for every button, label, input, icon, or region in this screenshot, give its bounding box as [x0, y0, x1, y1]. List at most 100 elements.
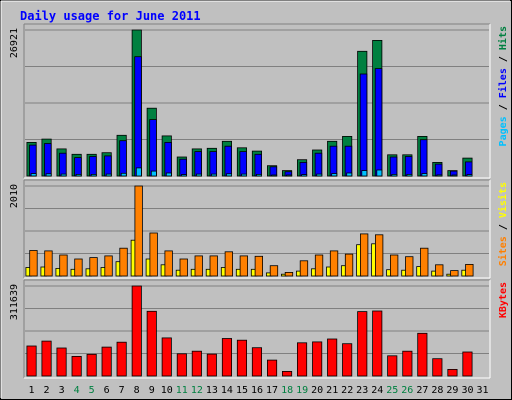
bar-kbytes-day-17: [266, 359, 278, 377]
bar-sites-day-9: [149, 232, 158, 277]
bar-pages-day-15: [241, 173, 247, 177]
x-tick-label-day-16: 16: [251, 385, 263, 396]
bar-sites-day-1: [29, 250, 38, 277]
bar-sites-day-2: [44, 250, 53, 277]
legend-entry: /: [498, 218, 509, 236]
bar-files-day-22: [344, 145, 353, 177]
legend-entry: /: [498, 50, 509, 68]
bar-files-day-8: [134, 56, 142, 177]
legend-kbytes: KBytes: [498, 282, 509, 318]
bar-files-day-21: [329, 145, 338, 177]
x-tick-label-day-22: 22: [341, 385, 353, 396]
x-tick-label-day-28: 28: [431, 385, 443, 396]
bar-pages-day-30: [466, 174, 473, 177]
bar-kbytes-day-26: [402, 350, 413, 377]
bar-pages-day-1: [30, 173, 37, 177]
x-tick-label-day-7: 7: [119, 385, 125, 396]
bar-sites-day-12: [194, 255, 203, 277]
bar-pages-day-3: [60, 173, 67, 177]
bar-sites-day-14: [224, 251, 234, 277]
bar-kbytes-day-21: [327, 338, 338, 377]
bar-sites-day-4: [74, 258, 83, 277]
bar-sites-day-11: [179, 258, 188, 277]
bar-files-day-1: [29, 144, 37, 177]
x-tick-label-day-10: 10: [161, 385, 173, 396]
bar-sites-day-16: [254, 255, 264, 277]
bar-files-day-12: [194, 151, 202, 177]
bar-pages-day-23: [361, 170, 368, 177]
bar-pages-day-18: [286, 174, 293, 177]
bar-kbytes-day-20: [312, 341, 323, 377]
bar-kbytes-day-10: [161, 337, 172, 377]
x-tick-label-day-31: 31: [476, 385, 488, 396]
x-tick-label-day-3: 3: [59, 385, 65, 396]
legend-entry: Visits: [497, 182, 509, 218]
bar-files-day-26: [404, 156, 413, 177]
x-tick-label-day-14: 14: [221, 385, 233, 396]
x-tick-label-day-11: 11: [176, 385, 188, 396]
bar-kbytes-day-7: [116, 341, 127, 377]
chart-title: Daily usage for June 2011: [20, 9, 201, 23]
x-tick-label-day-1: 1: [28, 385, 34, 396]
x-tick-label-day-12: 12: [191, 385, 203, 396]
legend-entry: Files: [497, 68, 509, 98]
bar-kbytes-day-4: [71, 355, 82, 377]
bar-kbytes-day-15: [236, 339, 248, 377]
panel-hits-files-pages: 26921 Pages / Files / Hits: [9, 23, 509, 179]
bar-sites-day-5: [89, 257, 98, 277]
bar-sites-day-21: [329, 250, 339, 277]
bar-pages-day-20: [316, 173, 323, 177]
bar-files-day-11: [179, 158, 187, 177]
x-tick-label-day-24: 24: [371, 385, 383, 396]
bar-files-day-27: [419, 139, 428, 177]
bar-pages-day-14: [226, 173, 232, 177]
bar-kbytes-day-6: [101, 346, 112, 377]
bar-pages-day-17: [271, 174, 278, 177]
bar-files-day-3: [59, 152, 67, 177]
bar-kbytes-day-8: [131, 285, 142, 377]
bar-kbytes-day-13: [206, 353, 217, 377]
bar-pages-day-10: [165, 172, 172, 177]
legend-visits-sites: Sites / Visits: [497, 182, 509, 266]
bar-files-day-25: [389, 156, 398, 177]
bar-kbytes-day-2: [41, 340, 52, 377]
y-axis-max-label: 2010: [9, 184, 20, 208]
bar-pages-day-4: [75, 173, 82, 177]
x-tick-label-day-4: 4: [74, 385, 80, 396]
bar-files-day-6: [104, 155, 112, 177]
bar-pages-day-2: [45, 173, 52, 177]
bar-files-day-24: [374, 68, 383, 177]
bar-kbytes-day-14: [221, 338, 233, 377]
bar-sites-day-25: [389, 254, 399, 277]
bar-sites-day-6: [104, 255, 113, 277]
bar-pages-day-22: [346, 172, 353, 177]
bar-sites-day-3: [59, 254, 68, 277]
panel-visits-sites: 2010 Sites / Visits: [9, 179, 509, 279]
bar-pages-day-28: [436, 174, 443, 177]
bar-pages-day-21: [331, 173, 338, 177]
bar-pages-day-8: [135, 167, 142, 177]
bar-files-day-2: [44, 143, 52, 177]
bar-pages-day-6: [105, 173, 112, 177]
bar-sites-day-23: [359, 233, 369, 277]
bar-files-day-4: [74, 157, 82, 177]
legend-entry: Sites: [497, 236, 509, 266]
bar-pages-day-9: [150, 170, 157, 177]
bar-pages-day-29: [451, 174, 458, 177]
bar-pages-day-25: [391, 173, 398, 177]
bar-files-day-13: [209, 151, 217, 177]
x-tick-label-day-23: 23: [356, 385, 368, 396]
bar-kbytes-day-22: [342, 343, 353, 377]
bar-files-day-20: [314, 152, 323, 177]
bar-pages-day-7: [120, 172, 127, 177]
x-axis-day-labels: 1 2 3 4 5 6 7 8 9 10 11 12 13 14 15 16 17 18 19 20 21 22 23 24 2…: [28, 385, 488, 396]
bar-pages-day-24: [376, 169, 383, 177]
bar-kbytes-day-24: [372, 310, 383, 377]
x-tick-label-day-5: 5: [89, 385, 95, 396]
bar-files-day-28: [434, 163, 443, 177]
bar-files-day-5: [89, 156, 97, 177]
x-tick-label-day-13: 13: [206, 385, 218, 396]
bar-sites-day-19: [299, 260, 309, 277]
x-tick-label-day-26: 26: [401, 385, 413, 396]
